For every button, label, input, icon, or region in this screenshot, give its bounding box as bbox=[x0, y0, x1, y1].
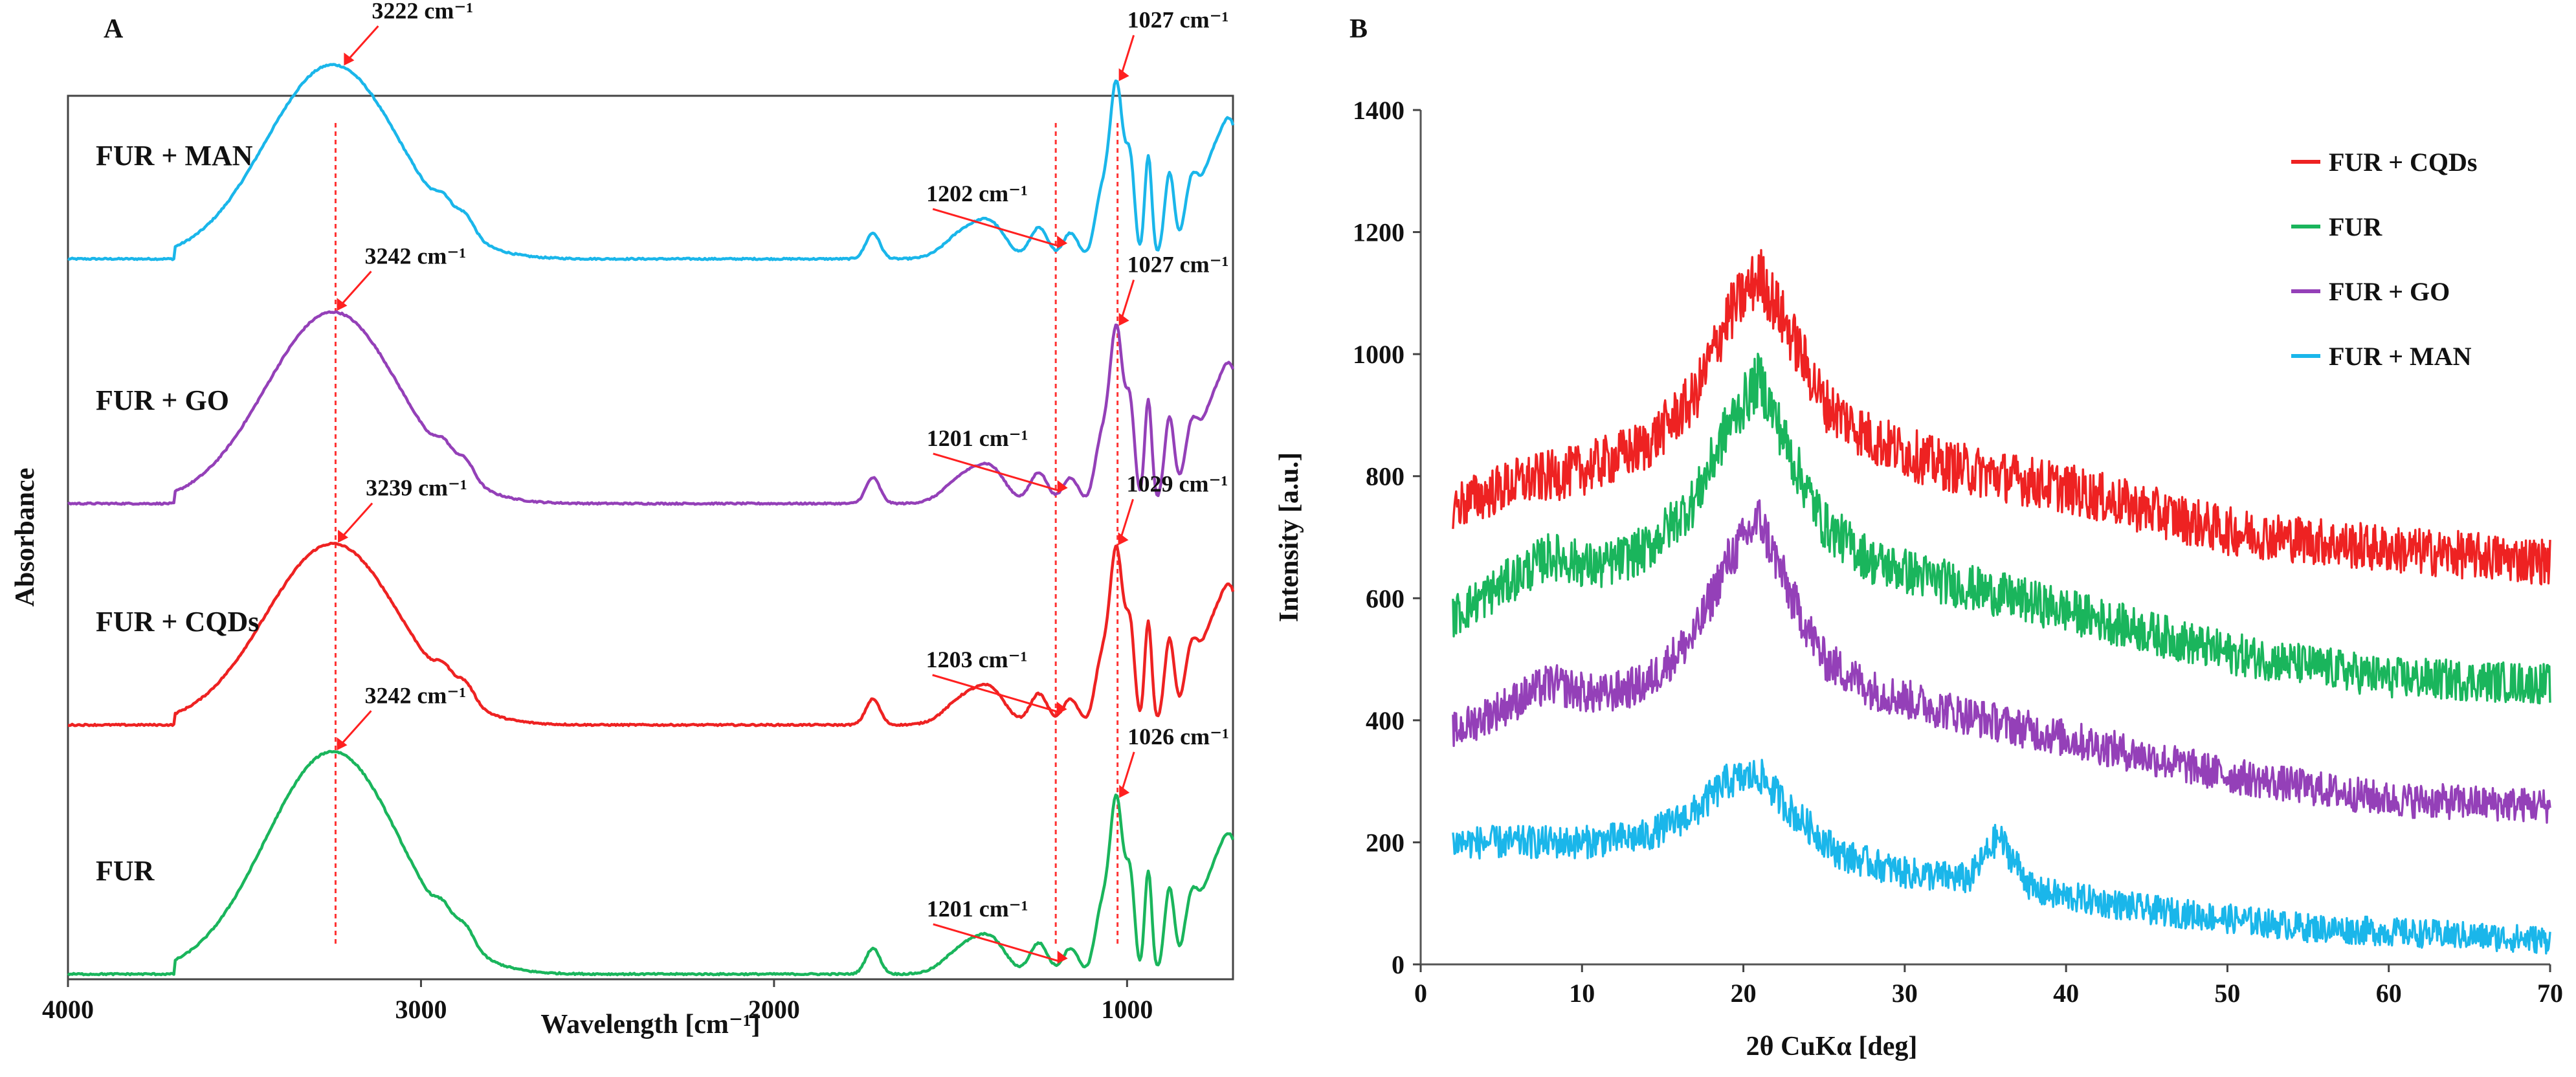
panel-a-annotation-arrowhead bbox=[1057, 235, 1068, 249]
panel-b-legend-label: FUR + CQDs bbox=[2329, 148, 2477, 177]
panel-a-peak-label: 3222 cm⁻¹ bbox=[372, 0, 473, 23]
panel-a-peak-label: 1029 cm⁻¹ bbox=[1127, 471, 1228, 496]
panel-a-peak-label: 1202 cm⁻¹ bbox=[926, 181, 1028, 206]
panel-b-legend-label: FUR + GO bbox=[2329, 277, 2450, 306]
panel-a-annotation-arrowhead bbox=[337, 737, 348, 751]
panel-a-plot-frame bbox=[67, 94, 1234, 981]
panel-a-series-label: FUR + CQDs bbox=[96, 606, 259, 638]
panel-a-annotation-arrow bbox=[933, 923, 1060, 962]
panel-a-peak-label: 1026 cm⁻¹ bbox=[1127, 724, 1229, 749]
panel-a-peak-label: 3242 cm⁻¹ bbox=[364, 682, 466, 708]
panel-b-trace-fur-cqds bbox=[1452, 249, 2551, 586]
panel-b-x-tick-label: 60 bbox=[2376, 979, 2402, 1008]
panel-b-legend-label: FUR + MAN bbox=[2329, 342, 2472, 371]
panel-a-annotation-arrowhead bbox=[1118, 68, 1129, 82]
panel-a-x-axis-title: Wavelength [cm⁻¹] bbox=[540, 1010, 760, 1039]
panel-b-y-tick-label: 1000 bbox=[1353, 340, 1405, 369]
panel-a-trace-fur-cqds bbox=[67, 542, 1235, 727]
panel-b-x-tick-label: 40 bbox=[2053, 979, 2079, 1008]
panel-b-y-tick-label: 1200 bbox=[1353, 218, 1405, 247]
panel-b-legend: FUR + CQDs FUR FUR + GO FUR + MAN bbox=[2291, 148, 2477, 371]
panel-a-peak-label: 1027 cm⁻¹ bbox=[1127, 251, 1229, 277]
panel-a-annotation-arrow bbox=[932, 674, 1059, 713]
panel-b-y-axis-title: Intensity [a.u.] bbox=[1274, 452, 1304, 623]
panel-a-annotation-arrowhead bbox=[1118, 313, 1129, 326]
panel-a-annotation-arrowhead bbox=[1057, 480, 1068, 493]
panel-b-y-tick-label: 600 bbox=[1366, 584, 1405, 613]
panel-a-trace-fur-go bbox=[67, 310, 1235, 506]
panel-b-x-axis-title: 2θ CuKα [deg] bbox=[1746, 1032, 1918, 1061]
panel-a-annotation-arrow bbox=[933, 452, 1060, 492]
panel-a-x-tick-label: 3000 bbox=[395, 995, 447, 1024]
panel-a-peak-annotations: 3222 cm⁻¹ 1202 cm⁻¹ 1027 cm⁻¹ 3242 cm⁻¹ 1201… bbox=[337, 0, 1229, 964]
panel-a-peak-label: 1201 cm⁻¹ bbox=[927, 425, 1028, 451]
panel-b-y-tick-label: 800 bbox=[1366, 462, 1405, 491]
panel-b-x-tick-label: 30 bbox=[1892, 979, 1918, 1008]
panel-a-annotation-arrowhead bbox=[338, 529, 349, 543]
panel-a-annotation-arrow bbox=[932, 208, 1059, 247]
panel-a-annotation-arrow bbox=[337, 710, 372, 749]
panel-b-y-tick-label: 1400 bbox=[1353, 96, 1405, 125]
panel-a-series-label: FUR + GO bbox=[96, 384, 229, 416]
panel-a-annotation-arrow bbox=[344, 25, 379, 64]
panel-a-trace-fur bbox=[67, 749, 1235, 977]
panel-b-trace-fur-man bbox=[1452, 759, 2551, 955]
panel-a-y-axis-title: Absorbance bbox=[10, 468, 40, 607]
panel-a-x-tick-label: 2000 bbox=[748, 995, 800, 1024]
panel-b-y-ticks: 0 200 400 600 800 1000 1200 1400 bbox=[1353, 96, 1421, 979]
panel-b-x-tick-label: 70 bbox=[2537, 979, 2563, 1008]
panel-a-label: A bbox=[104, 14, 124, 44]
panel-b-x-tick-label: 0 bbox=[1414, 979, 1427, 1008]
panel-a-annotation-arrow bbox=[337, 271, 372, 309]
panel-a-x-tick-label: 1000 bbox=[1101, 995, 1153, 1024]
panel-a-annotation-arrow bbox=[338, 502, 373, 541]
panel-b-x-tick-label: 20 bbox=[1731, 979, 1757, 1008]
panel-b-y-tick-label: 400 bbox=[1366, 706, 1405, 735]
panel-a-series-labels: FUR + MAN FUR + GO FUR + CQDs FUR bbox=[96, 140, 259, 887]
panel-a-ftir-chart: A Absorbance Wavelength [cm⁻¹] 4000 3000 2… bbox=[10, 0, 1235, 1039]
panel-b-trace-fur bbox=[1452, 352, 2551, 705]
panel-b-legend-label: FUR bbox=[2329, 212, 2382, 241]
panel-a-series-label: FUR + MAN bbox=[96, 140, 253, 172]
panel-a-x-tick-label: 4000 bbox=[42, 995, 94, 1024]
panel-a-peak-label: 3239 cm⁻¹ bbox=[366, 474, 467, 500]
panel-b-x-ticks: 0 10 20 30 40 50 60 70 bbox=[1414, 964, 2563, 1008]
panel-a-annotation-arrowhead bbox=[337, 298, 348, 311]
panel-a-peak-label: 1201 cm⁻¹ bbox=[927, 896, 1028, 922]
panel-b-traces bbox=[1452, 249, 2551, 955]
panel-a-peak-label: 1027 cm⁻¹ bbox=[1127, 6, 1229, 32]
panel-a-annotation-arrowhead bbox=[1118, 532, 1129, 546]
panel-b-label: B bbox=[1349, 14, 1368, 44]
panel-a-annotation-arrowhead bbox=[1056, 701, 1067, 715]
panel-a-annotation-arrowhead bbox=[344, 52, 355, 66]
panel-a-traces bbox=[67, 63, 1235, 977]
panel-b-x-tick-label: 10 bbox=[1569, 979, 1595, 1008]
panel-a-annotation-arrowhead bbox=[1057, 950, 1068, 964]
panel-a-trace-fur-man bbox=[67, 63, 1235, 261]
panel-a-annotation-arrowhead bbox=[1119, 784, 1130, 798]
panel-a-series-label: FUR bbox=[96, 855, 155, 887]
panel-b-trace-fur-go bbox=[1452, 499, 2551, 824]
panel-a-guide-lines bbox=[334, 123, 1119, 945]
panel-b-x-tick-label: 50 bbox=[2214, 979, 2240, 1008]
panel-a-x-ticks: 4000 3000 2000 1000 bbox=[42, 979, 1153, 1024]
panel-b-xrd-chart: B Intensity [a.u.] 2θ CuKα [deg] 0200400… bbox=[1274, 14, 2563, 1061]
panel-b-y-tick-label: 200 bbox=[1366, 828, 1405, 857]
panel-a-peak-label: 1203 cm⁻¹ bbox=[926, 647, 1028, 672]
panel-b-y-tick-label: 0 bbox=[1392, 950, 1405, 979]
panel-a-peak-label: 3242 cm⁻¹ bbox=[364, 243, 466, 269]
